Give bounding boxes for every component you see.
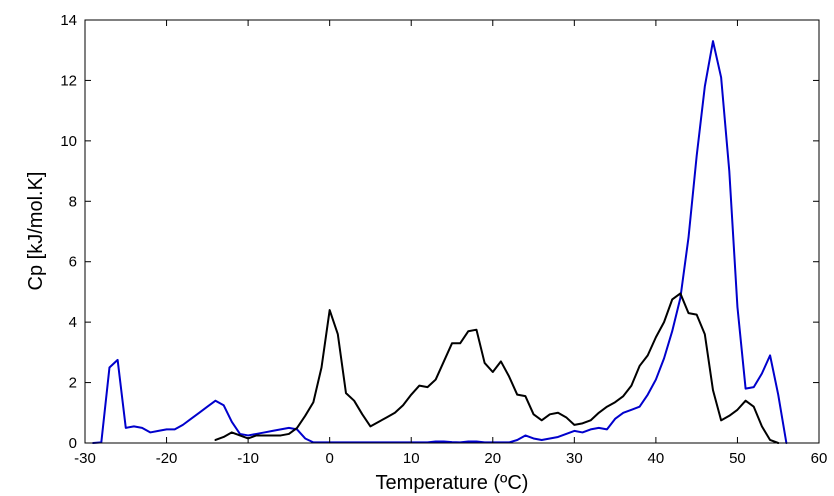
series-line-1 <box>92 40 788 444</box>
x-tick-label: -30 <box>74 450 96 467</box>
axes-layer: -30 -20 -10 0 10 20 30 40 50 60 0 2 4 6 8 10 12 14 <box>60 12 827 467</box>
x-tick-label: 20 <box>484 450 501 467</box>
x-tick-label: 30 <box>566 450 583 467</box>
y-tick-label: 6 <box>69 254 77 271</box>
y-axis-title: Cp [kJ/mol.K] <box>25 172 47 291</box>
series-layer <box>92 40 788 444</box>
y-tick-label: 0 <box>69 435 77 452</box>
x-tick-label: 0 <box>325 450 333 467</box>
y-tick-label: 14 <box>60 12 77 29</box>
x-tick-label: -10 <box>237 450 259 467</box>
x-tick-label: 40 <box>648 450 665 467</box>
x-tick-label: -20 <box>156 450 178 467</box>
y-tick-label: 2 <box>69 375 77 392</box>
x-tick-label: 50 <box>729 450 746 467</box>
y-tick-label: 10 <box>60 133 77 150</box>
y-tick-label: 4 <box>69 314 77 331</box>
x-axis-title: Temperature (ºC) <box>376 472 529 494</box>
y-tick-label: 8 <box>69 193 77 210</box>
axes-frame <box>84 19 820 444</box>
series-line-2 <box>214 292 780 444</box>
plot-area <box>85 20 819 443</box>
y-tick-label: 12 <box>60 72 77 89</box>
x-tick-label: 60 <box>811 450 828 467</box>
x-tick-label: 10 <box>403 450 420 467</box>
